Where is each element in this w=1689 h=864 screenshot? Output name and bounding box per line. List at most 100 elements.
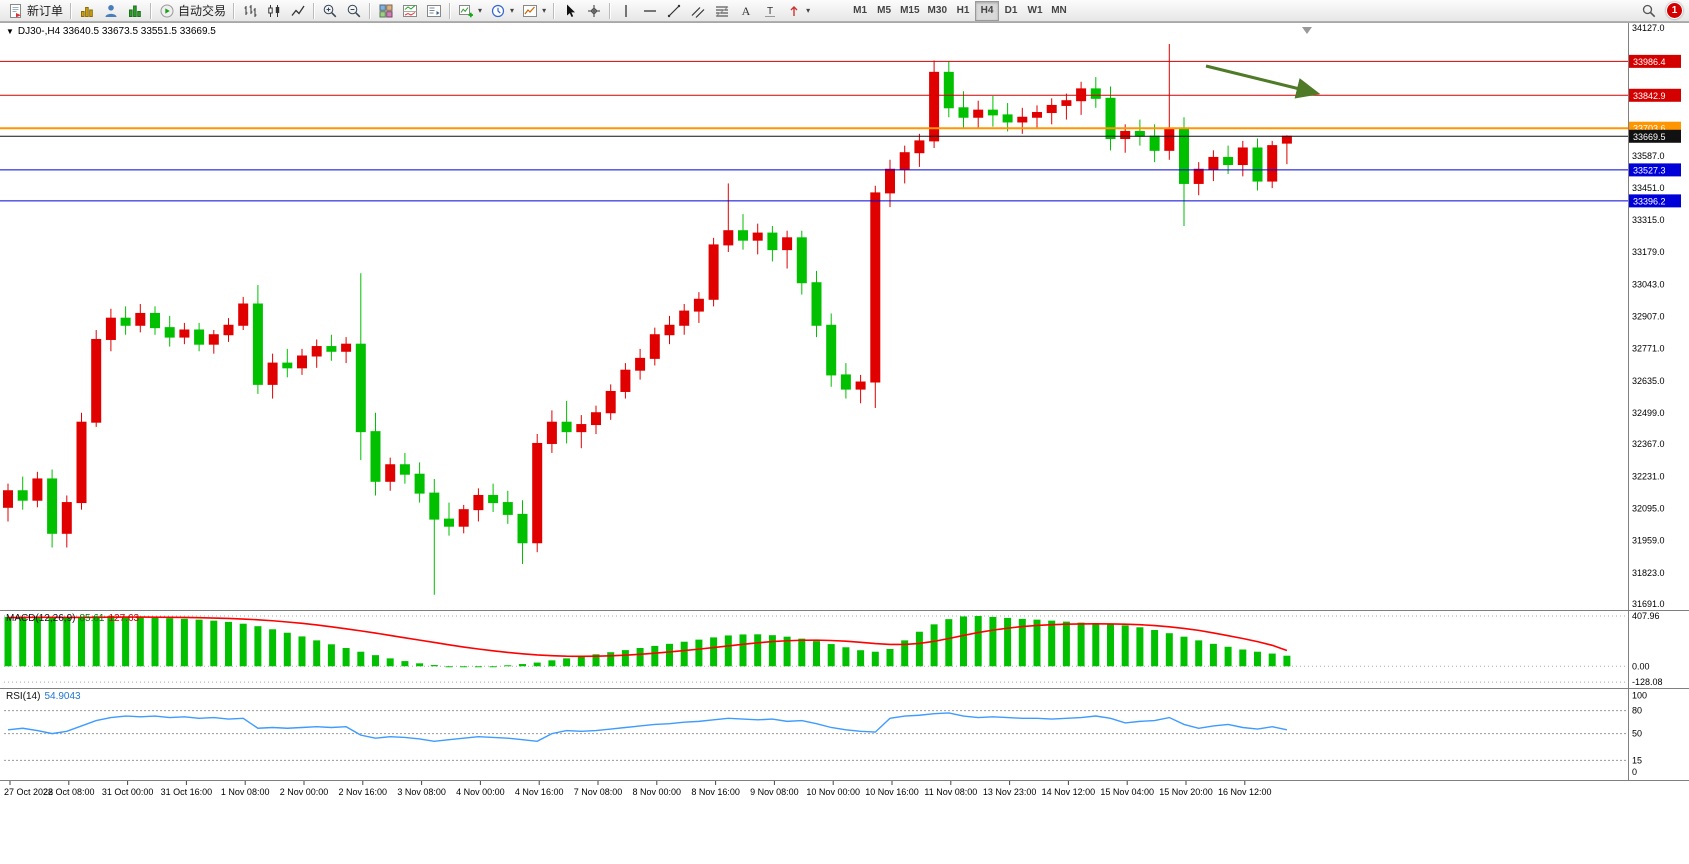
template-button[interactable]: ▾ bbox=[518, 1, 550, 21]
svg-text:16 Nov 12:00: 16 Nov 12:00 bbox=[1218, 787, 1272, 797]
rsi-label: RSI(14) 54.9043 bbox=[6, 691, 81, 702]
auto-trading-button[interactable]: 自动交易 bbox=[155, 1, 230, 21]
rsi-name: RSI(14) bbox=[6, 691, 41, 702]
line-chart-icon bbox=[290, 3, 306, 19]
label-icon: T bbox=[762, 3, 778, 19]
channel-tool-button[interactable] bbox=[686, 1, 710, 21]
horizontal-line-icon bbox=[642, 3, 658, 19]
template-icon bbox=[522, 3, 538, 19]
macd-label: MACD(12,26,9) 85.61 127.63 bbox=[6, 613, 139, 624]
support-line-1-price-chip[interactable] bbox=[1629, 163, 1681, 177]
toolbar-separator bbox=[150, 2, 153, 19]
rsi-value: 54.9043 bbox=[44, 691, 81, 702]
period-button[interactable]: ▾ bbox=[486, 1, 518, 21]
toolbar-separator bbox=[449, 2, 452, 19]
svg-text:31823.0: 31823.0 bbox=[1632, 568, 1665, 578]
svg-text:8 Nov 00:00: 8 Nov 00:00 bbox=[633, 787, 682, 797]
magnifier-icon bbox=[1641, 3, 1657, 19]
svg-text:32771.0: 32771.0 bbox=[1632, 344, 1665, 354]
rsi-panel: 100 80 50 15 0 bbox=[4, 690, 1647, 777]
cursor-tool-button[interactable] bbox=[558, 1, 582, 21]
crosshair-icon bbox=[586, 3, 602, 19]
arrows-tool-button[interactable]: ▾ bbox=[782, 1, 814, 21]
svg-text:33315.0: 33315.0 bbox=[1632, 215, 1665, 225]
toolbar-separator bbox=[70, 2, 73, 19]
tile-windows-icon bbox=[378, 3, 394, 19]
bar-chart-button[interactable] bbox=[238, 1, 262, 21]
arrows-icon bbox=[786, 3, 802, 19]
bar-chart-icon bbox=[242, 3, 258, 19]
notification-badge[interactable]: 1 bbox=[1666, 2, 1683, 19]
add-indicator-button[interactable]: ▾ bbox=[454, 1, 486, 21]
crosshair-tool-button[interactable] bbox=[582, 1, 606, 21]
tile-windows-button[interactable] bbox=[374, 1, 398, 21]
data-window-icon bbox=[426, 3, 442, 19]
zoom-in-icon bbox=[322, 3, 338, 19]
timeframe-m30[interactable]: M30 bbox=[924, 1, 951, 21]
fibonacci-tool-button[interactable] bbox=[710, 1, 734, 21]
svg-text:32367.0: 32367.0 bbox=[1632, 439, 1665, 449]
market-watch-button[interactable] bbox=[123, 1, 147, 21]
svg-text:4 Nov 00:00: 4 Nov 00:00 bbox=[456, 787, 505, 797]
timeframe-h4[interactable]: H4 bbox=[975, 0, 999, 21]
svg-text:31 Oct 16:00: 31 Oct 16:00 bbox=[161, 787, 213, 797]
dropdown-arrow-icon: ▾ bbox=[806, 6, 811, 15]
timeframe-m1[interactable]: M1 bbox=[848, 1, 872, 21]
resistance-line-1-price-chip[interactable] bbox=[1629, 54, 1681, 68]
accounts-button[interactable] bbox=[99, 1, 123, 21]
svg-text:31691.0: 31691.0 bbox=[1632, 599, 1665, 609]
svg-text:34127.0: 34127.0 bbox=[1632, 23, 1665, 33]
dropdown-arrow-icon: ▾ bbox=[542, 6, 547, 15]
candlestick-chart-button[interactable] bbox=[262, 1, 286, 21]
text-icon: A bbox=[738, 3, 754, 19]
timeframe-w1[interactable]: W1 bbox=[1023, 1, 1047, 21]
main-toolbar: 新订单 自动交易 ▾ ▾ ▾ A T ▾ M1 M5 M15 M30 H1 H4 D1 W1 MN 1 bbox=[0, 0, 1689, 22]
trendline-icon bbox=[666, 3, 682, 19]
trend-arrow[interactable] bbox=[1205, 64, 1321, 99]
one-click-trading-toggle[interactable]: ▼ bbox=[6, 27, 14, 36]
label-tool-button[interactable]: T bbox=[758, 1, 782, 21]
timeframe-m5[interactable]: M5 bbox=[872, 1, 896, 21]
horizontal-line-tool-button[interactable] bbox=[638, 1, 662, 21]
zoom-in-button[interactable] bbox=[318, 1, 342, 21]
new-order-button[interactable]: 新订单 bbox=[4, 1, 67, 21]
svg-text:33451.0: 33451.0 bbox=[1632, 183, 1665, 193]
zoom-out-icon bbox=[346, 3, 362, 19]
channel-icon bbox=[690, 3, 706, 19]
svg-text:4 Nov 16:00: 4 Nov 16:00 bbox=[515, 787, 564, 797]
auto-trading-icon bbox=[159, 3, 175, 19]
button-label: 自动交易 bbox=[178, 4, 227, 18]
vertical-line-tool-button[interactable] bbox=[614, 1, 638, 21]
vertical-line-icon bbox=[618, 3, 634, 19]
svg-text:28 Oct 08:00: 28 Oct 08:00 bbox=[43, 787, 95, 797]
profiles-button[interactable] bbox=[75, 1, 99, 21]
zoom-out-button[interactable] bbox=[342, 1, 366, 21]
magnifier-button[interactable] bbox=[1637, 1, 1661, 21]
timeframe-m15[interactable]: M15 bbox=[896, 1, 923, 21]
text-tool-button[interactable]: A bbox=[734, 1, 758, 21]
price-axis[interactable]: 34127.0 33587.0 33451.0 33315.0 33179.0 33043… bbox=[1632, 23, 1665, 609]
data-window-button[interactable] bbox=[422, 1, 446, 21]
resistance-line-2-price-chip[interactable] bbox=[1629, 88, 1681, 102]
candlestick-chart-icon bbox=[266, 3, 282, 19]
indicator-window-button[interactable] bbox=[398, 1, 422, 21]
button-label: 新订单 bbox=[27, 4, 64, 18]
timeframe-h1[interactable]: H1 bbox=[951, 1, 975, 21]
timeframe-d1[interactable]: D1 bbox=[999, 1, 1023, 21]
line-chart-button[interactable] bbox=[286, 1, 310, 21]
svg-text:27 Oct 2022: 27 Oct 2022 bbox=[4, 787, 53, 797]
svg-text:2 Nov 00:00: 2 Nov 00:00 bbox=[280, 787, 329, 797]
trendline-tool-button[interactable] bbox=[662, 1, 686, 21]
svg-text:33842.9: 33842.9 bbox=[1633, 91, 1666, 101]
timeframe-mn[interactable]: MN bbox=[1047, 1, 1071, 21]
svg-text:A: A bbox=[742, 4, 751, 18]
macd-signal-line bbox=[7, 616, 1288, 658]
shift-marker bbox=[1302, 27, 1312, 34]
svg-text:33179.0: 33179.0 bbox=[1632, 247, 1665, 257]
current-price-line-price-chip[interactable] bbox=[1629, 129, 1681, 143]
svg-text:33587.0: 33587.0 bbox=[1632, 151, 1665, 161]
support-line-2-price-chip[interactable] bbox=[1629, 194, 1681, 208]
